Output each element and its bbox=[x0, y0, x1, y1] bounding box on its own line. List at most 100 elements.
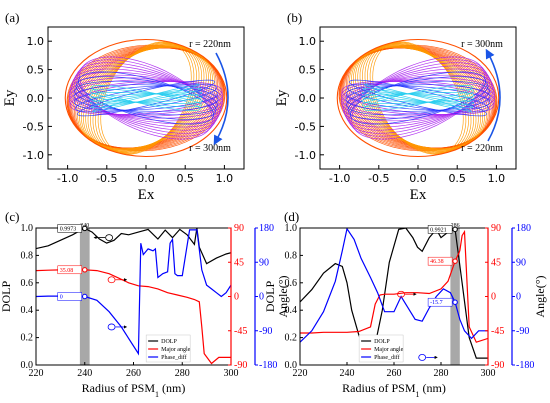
value-box bbox=[57, 292, 82, 301]
outer-envelope bbox=[64, 38, 228, 158]
y-tick-label-red: 90 bbox=[234, 223, 244, 234]
value-marker bbox=[452, 258, 458, 264]
polarization-trace bbox=[347, 62, 489, 134]
panel-a: (a) -1.0 -0.5 0.0 0.5 1.0 1.0 0.5 0.0 -0.5 -1.0 Ex E… bbox=[2, 10, 245, 203]
y-tick-label-red: -45 bbox=[234, 326, 247, 337]
value-marker bbox=[82, 267, 88, 273]
value-marker bbox=[82, 293, 88, 300]
highlight-band bbox=[450, 228, 460, 365]
annotation-bottom: r = 300nm bbox=[189, 143, 231, 154]
panel-d: (d) 286 220 240 260 280 300 0.0 0.2 0.4 0.6 0.8 1.0 -… bbox=[263, 209, 547, 399]
y-tick-label-left: 0.0 bbox=[21, 360, 34, 371]
y-tick-label-blue: 180 bbox=[259, 223, 274, 234]
y-tick-label: 0.5 bbox=[299, 64, 317, 77]
series-line-phase-diff bbox=[36, 229, 231, 356]
polarization-trace bbox=[89, 93, 203, 103]
x-tick-label: -1.0 bbox=[57, 172, 78, 185]
value-box bbox=[57, 224, 82, 233]
y-tick-label-blue: 0 bbox=[516, 292, 521, 303]
y-tick-label-left: 0.2 bbox=[285, 333, 298, 344]
y-tick-label-blue: 180 bbox=[516, 223, 531, 234]
value-marker bbox=[452, 299, 458, 305]
value-marker bbox=[452, 226, 458, 233]
x-axis-label: Ex bbox=[138, 187, 155, 203]
y-tick-label-red: 0 bbox=[234, 292, 239, 303]
value-box-text: 0.9921 bbox=[430, 227, 447, 233]
y-tick-label-blue: -90 bbox=[516, 326, 529, 337]
polarization-trace bbox=[90, 43, 202, 153]
x-axis-label-main: Radius of PSM bbox=[342, 381, 416, 395]
x-axis-label-unit: (nm) bbox=[159, 381, 185, 395]
y-tick-label: 1.0 bbox=[299, 35, 317, 48]
rotation-arrow bbox=[213, 52, 229, 146]
x-tick-label: 300 bbox=[224, 368, 239, 379]
y-axis-label-left: DOLP bbox=[0, 281, 13, 313]
polarization-curves bbox=[64, 38, 228, 158]
y-tick-label-left: 0.8 bbox=[285, 250, 298, 261]
y-axis-label-right: Angle(°) bbox=[533, 275, 547, 317]
polarization-trace bbox=[346, 80, 490, 116]
x-axis-label-main: Radius of PSM bbox=[82, 381, 156, 395]
series-line-phase-diff bbox=[300, 228, 488, 343]
series-indicator-circle bbox=[107, 276, 116, 284]
x-tick-label: 240 bbox=[340, 368, 355, 379]
x-tick-label: 260 bbox=[387, 368, 402, 379]
x-axis-label: Radius of PSM1 (nm) bbox=[342, 381, 446, 399]
series-line-dolp bbox=[36, 228, 231, 265]
x-axis-label-unit: (nm) bbox=[420, 381, 446, 395]
value-box-text: -15.7 bbox=[430, 300, 443, 306]
polarization-trace bbox=[75, 76, 217, 120]
x-tick-label: -0.5 bbox=[368, 172, 389, 185]
x-tick-label: 1.0 bbox=[216, 172, 234, 185]
annotation-top: r = 300nm bbox=[461, 39, 503, 50]
legend-label: Major angle bbox=[161, 347, 190, 353]
polarization-trace bbox=[359, 44, 477, 152]
y-tick-label: 1.0 bbox=[27, 35, 45, 48]
x-tick-label: 240 bbox=[77, 368, 92, 379]
y-tick-label-blue: -180 bbox=[516, 360, 534, 371]
polarization-trace bbox=[90, 88, 202, 108]
y-tick-label-left: 0.6 bbox=[21, 278, 34, 289]
polarization-trace bbox=[341, 74, 495, 122]
polarization-trace bbox=[90, 88, 202, 108]
rotation-arrow bbox=[485, 48, 501, 142]
value-box-text: 46.38 bbox=[430, 259, 444, 265]
polarization-trace bbox=[340, 79, 496, 117]
x-tick-label: 260 bbox=[126, 368, 141, 379]
polarization-trace bbox=[345, 85, 491, 111]
y-axis-label: Ey bbox=[2, 89, 18, 106]
y-tick-label-red: 90 bbox=[491, 223, 501, 234]
y-tick-label: -1.0 bbox=[23, 149, 44, 162]
x-tick-label: -0.5 bbox=[96, 172, 117, 185]
x-axis-label: Ex bbox=[410, 187, 427, 203]
band-label: 286 bbox=[451, 223, 460, 229]
x-tick-label: 280 bbox=[434, 368, 449, 379]
y-tick-label: -1.0 bbox=[295, 149, 316, 162]
polarization-trace bbox=[352, 46, 484, 150]
y-tick-label-left: 0.6 bbox=[285, 278, 298, 289]
series-indicator-circle bbox=[418, 353, 427, 361]
x-tick-label: 280 bbox=[175, 368, 190, 379]
x-tick-label: 300 bbox=[481, 368, 496, 379]
value-box bbox=[57, 265, 82, 275]
x-tick-label: 1.0 bbox=[488, 172, 506, 185]
y-tick-label-left: 0.2 bbox=[21, 333, 34, 344]
y-tick-label-red: -90 bbox=[491, 360, 504, 371]
y-tick-label-blue: 0 bbox=[259, 292, 264, 303]
series-line-major-angle bbox=[300, 229, 488, 343]
polarization-trace bbox=[73, 85, 219, 111]
x-axis-label-sub: 1 bbox=[155, 390, 159, 399]
y-tick-label: -0.5 bbox=[23, 120, 44, 133]
legend-label: Major angle bbox=[374, 347, 403, 353]
panel-label: (d) bbox=[284, 209, 299, 224]
x-axis-label: Radius of PSM1 (nm) bbox=[82, 381, 186, 399]
legend-label: DOLP bbox=[161, 339, 177, 345]
polarization-trace bbox=[80, 46, 212, 150]
value-marker bbox=[82, 225, 88, 232]
y-tick-label-left: 0.0 bbox=[285, 360, 298, 371]
y-tick-label-blue: 90 bbox=[516, 257, 526, 268]
y-axis-label-right: Angle(°) bbox=[276, 275, 290, 317]
polarization-trace bbox=[349, 79, 487, 117]
polarization-trace bbox=[362, 43, 474, 153]
